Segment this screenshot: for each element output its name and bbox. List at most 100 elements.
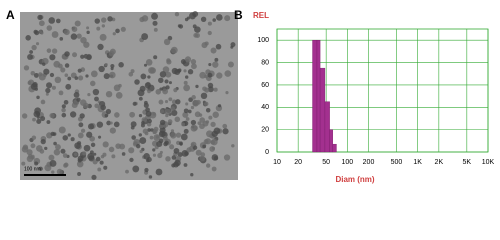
particle [186,16,190,20]
particle [30,143,36,149]
particle [165,156,171,162]
particle [25,35,31,41]
particle [142,128,148,134]
particle [195,84,199,89]
particle [207,86,214,93]
particle [61,112,67,118]
particle [104,63,108,67]
particle [211,166,217,172]
particle [107,16,113,22]
x-tick-label: 100 [341,159,353,166]
particle [138,133,142,137]
particle [78,122,84,128]
particle [110,63,115,69]
particle [170,129,175,133]
particle [205,120,210,124]
particle [174,116,181,123]
particle [74,142,81,149]
particle [100,104,106,111]
particle [21,161,26,166]
particle [138,114,143,118]
particle [139,137,147,144]
particle [162,66,170,73]
particle [45,87,51,94]
particle [227,61,234,68]
particle [83,41,90,48]
particle [207,30,212,36]
particle [149,135,154,140]
particle [64,73,69,77]
particle [43,68,50,75]
particle [118,83,122,88]
particle [70,33,78,40]
particle [139,85,146,92]
particle [182,111,189,118]
particle [170,106,176,111]
particle [46,48,52,53]
particle [62,153,68,158]
particle [138,96,143,101]
particle [192,145,198,150]
particle [190,119,197,126]
particle [49,54,56,61]
particle [97,43,104,51]
particle [150,128,154,132]
particle [211,146,216,150]
particle [224,70,232,77]
particle [144,82,151,89]
particle [222,123,228,129]
particle [145,107,150,113]
scale-bar-label: 100 nm [24,166,41,172]
particle [78,75,84,81]
particle [59,37,64,41]
particle [32,117,36,122]
particle [87,93,91,97]
particle [108,146,115,153]
y-tick-label: 60 [261,82,269,89]
particle [185,75,189,79]
x-tick-label: 2K [435,159,444,166]
particle [48,154,55,161]
particle [156,140,163,148]
x-tick-label: 1K [413,159,422,166]
plot-area [276,28,489,153]
particle [211,130,218,137]
particle [63,100,69,105]
particle [152,112,156,116]
particle [94,96,99,102]
particle [92,88,100,96]
particle [187,109,192,114]
particle [181,122,186,127]
particle [45,92,49,96]
particle [143,63,148,67]
particle [121,152,126,156]
particle [198,113,203,117]
particle [83,144,91,152]
particle [159,127,166,134]
particle [158,99,164,105]
particle [157,152,163,159]
particle [159,71,167,78]
particle [152,153,157,157]
particle [91,174,97,180]
particle [200,92,208,100]
particle [57,63,63,69]
particle [191,63,197,70]
particle [171,155,177,160]
particle [46,120,51,124]
bar [316,39,321,153]
particle [181,149,189,157]
particle [216,72,223,79]
particle [225,91,229,95]
particle [79,113,85,119]
particle [147,75,151,79]
particle [72,52,78,58]
particle [109,71,116,79]
particle [231,144,235,148]
particle [158,77,164,84]
particle [51,48,58,54]
particle [149,67,156,74]
particle [67,133,71,137]
particle [27,54,33,60]
particle [159,119,166,126]
